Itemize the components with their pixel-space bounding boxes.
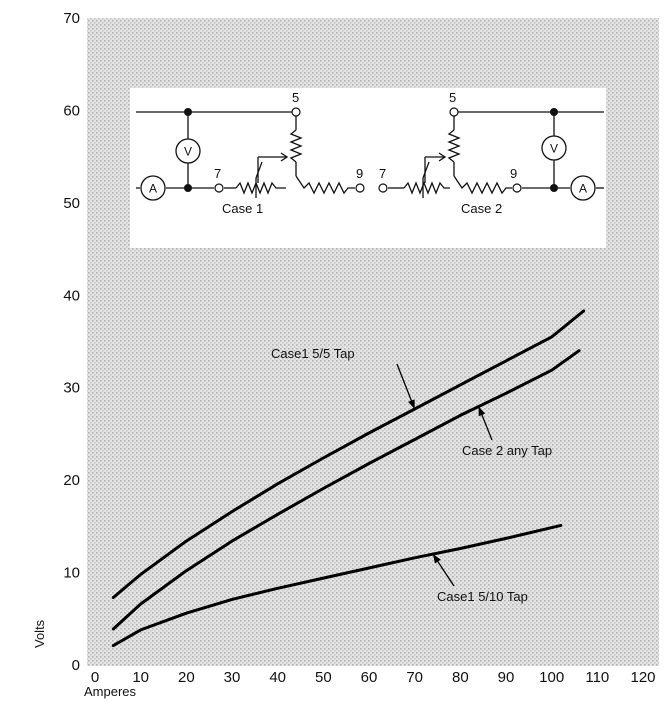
circuit-inset: V A 5 7 9 Case 1: [130, 88, 606, 248]
y-tick-label-0: 0: [72, 657, 80, 674]
series-line-3: [111, 523, 563, 648]
voltmeter-label: V: [184, 145, 192, 159]
x-axis: 0 10 20 30 40 50 60 70 80 90 100 110 120: [91, 669, 656, 686]
x-tick-label-20: 20: [178, 669, 195, 686]
x-tick-label-40: 40: [269, 669, 286, 686]
x-tick-label-100: 100: [539, 669, 564, 686]
case1-circuit: [136, 111, 355, 198]
x-tick-label-0: 0: [91, 669, 99, 686]
ammeter-label: A: [149, 182, 157, 196]
x-tick-label-70: 70: [406, 669, 423, 686]
y-axis-label: Volts: [32, 619, 47, 648]
ammeter-label: A: [579, 182, 587, 196]
ammeter-symbol: [570, 175, 596, 201]
x-axis-label: Amperes: [84, 684, 137, 699]
case2-label: Case 2: [461, 201, 502, 216]
x-tick-label-30: 30: [224, 669, 241, 686]
y-tick-label-70: 70: [63, 10, 80, 27]
inset-panel: [130, 88, 606, 248]
annotation-case1-5-10: Case1 5/10 Tap: [437, 589, 528, 604]
voltmeter-label: V: [550, 142, 558, 156]
case1-label: Case 1: [222, 201, 263, 216]
x-tick-label-80: 80: [452, 669, 469, 686]
y-tick-label-20: 20: [63, 472, 80, 489]
x-tick-label-120: 120: [630, 669, 655, 686]
case2-nodes: V A 5 7 9 Case 2: [378, 90, 596, 216]
y-tick-label-40: 40: [63, 287, 80, 304]
terminal-9-case1: [355, 183, 365, 193]
y-tick-label-10: 10: [63, 565, 80, 582]
y-tick-label-50: 50: [63, 195, 80, 212]
y-tick-label-60: 60: [63, 102, 80, 119]
y-tick-label-30: 30: [63, 380, 80, 397]
x-tick-label-90: 90: [498, 669, 515, 686]
x-tick-label-50: 50: [315, 669, 332, 686]
voltmeter-symbol: [541, 135, 567, 161]
node-dot: [184, 108, 192, 116]
annotation-arrowhead: [408, 399, 415, 409]
y-axis: 70 60 50 40 30 20 10 0: [63, 10, 80, 674]
series-line-1: [111, 309, 586, 599]
annotation-case1-5-5: Case1 5/5 Tap: [271, 346, 355, 361]
terminal-7-case1: [214, 183, 224, 193]
terminal-5-case1: [291, 107, 301, 117]
terminal-5-case2: [449, 107, 459, 117]
node-label-5: 5: [449, 90, 456, 105]
terminal-9-case2: [512, 183, 522, 193]
node-label-5: 5: [292, 90, 299, 105]
node-label-9: 9: [356, 166, 363, 181]
x-tick-label-10: 10: [132, 669, 149, 686]
ammeter-symbol: [140, 175, 166, 201]
x-tick-label-60: 60: [361, 669, 378, 686]
case2-circuit: [388, 111, 604, 198]
node-dot: [184, 184, 192, 192]
series-line-2: [111, 349, 581, 631]
annotation-layer: Case1 5/5 Tap Case 2 any Tap Case1 5/10 …: [271, 346, 552, 604]
voltmeter-symbol: [175, 138, 201, 164]
case1-nodes: V A 5 7 9 Case 1: [140, 90, 365, 216]
annotation-arrowhead: [432, 554, 441, 564]
annotation-case2-any: Case 2 any Tap: [462, 443, 552, 458]
node-dot: [550, 184, 558, 192]
annotation-arrowhead: [478, 406, 486, 417]
series-layer: [111, 309, 586, 648]
node-label-7: 7: [379, 166, 386, 181]
terminal-7-case2: [378, 183, 388, 193]
node-label-7: 7: [214, 166, 221, 181]
x-tick-label-110: 110: [585, 669, 609, 686]
node-label-9: 9: [510, 166, 517, 181]
node-dot: [550, 108, 558, 116]
